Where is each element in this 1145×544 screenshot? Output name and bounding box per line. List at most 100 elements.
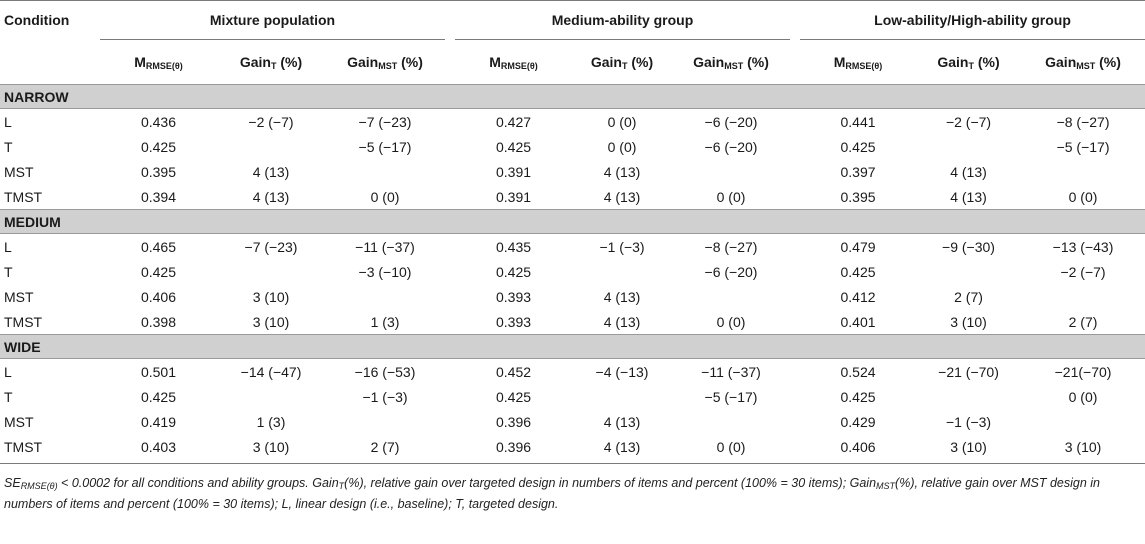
table-cell: 4 (13) bbox=[603, 288, 641, 305]
table-cell: 0.412 bbox=[840, 288, 876, 305]
table-cell: 4 (13) bbox=[603, 438, 641, 455]
table-cell: −6 (−20) bbox=[704, 138, 758, 155]
table-cell: 0.395 bbox=[840, 188, 876, 205]
table-cell: −21 (−70) bbox=[938, 363, 999, 380]
footnote-se: SE bbox=[4, 476, 21, 490]
table-cell: 3 (10) bbox=[252, 313, 290, 330]
footnote-part1: < 0.0002 for all conditions and ability … bbox=[57, 476, 339, 490]
table-cell: 0.425 bbox=[495, 263, 532, 280]
table-cell: 0.419 bbox=[140, 413, 177, 430]
table-cell: −6 (−20) bbox=[704, 113, 758, 130]
table-cell: −2 (−7) bbox=[1060, 263, 1106, 280]
table-cell: 0.393 bbox=[495, 313, 532, 330]
table-row: L 0.465 −7 (−23) −11 (−37) 0.435 −1 (−3) −8 (−… bbox=[0, 234, 1145, 260]
table-cell: −21(−70) bbox=[1054, 363, 1112, 380]
table-cell bbox=[572, 384, 672, 409]
table-cell: −2 (−7) bbox=[248, 113, 294, 130]
table-cell: 0.452 bbox=[495, 363, 532, 380]
group-header-lowhigh: Low-ability/High-ability group bbox=[800, 0, 1145, 40]
gain-t-header: GainT (%) bbox=[590, 53, 654, 71]
table-cell: 0.395 bbox=[140, 163, 177, 180]
footnote-part2-sub: MST bbox=[876, 481, 896, 491]
table-cell: 0.391 bbox=[495, 163, 532, 180]
table-cell: 0.479 bbox=[840, 238, 876, 255]
table-cell bbox=[1021, 284, 1145, 309]
table-cell bbox=[916, 134, 1021, 159]
table-cell bbox=[217, 259, 325, 284]
table-footnote: SERMSE(θ) < 0.0002 for all conditions an… bbox=[4, 474, 1138, 513]
table-cell: 0 (0) bbox=[607, 113, 637, 130]
table-cell: 4 (13) bbox=[252, 188, 290, 205]
table-cell bbox=[916, 259, 1021, 284]
table-cell: 0.391 bbox=[495, 188, 532, 205]
table-cell: −8 (−27) bbox=[704, 238, 758, 255]
table-cell bbox=[217, 384, 325, 409]
table-cell bbox=[325, 409, 445, 434]
table-row: T 0.425 −1 (−3) 0.425 −5 (−17) 0.425 0 (0) bbox=[0, 384, 1145, 409]
table-cell: 0.524 bbox=[840, 363, 876, 380]
table-cell: 0.435 bbox=[495, 238, 532, 255]
footnote-se-sub: RMSE(θ) bbox=[20, 481, 58, 491]
table-row: T 0.425 −3 (−10) 0.425 −6 (−20) 0.425 −2 (−7) bbox=[0, 259, 1145, 284]
table-cell: 0.425 bbox=[495, 138, 532, 155]
table-cell: 0.425 bbox=[140, 138, 177, 155]
table-cell: 1 (3) bbox=[256, 413, 286, 430]
table-cell: 0 (0) bbox=[716, 188, 746, 205]
table-cell: 0.436 bbox=[140, 113, 177, 130]
section-row: WIDE bbox=[0, 334, 1145, 359]
table-cell: 0.394 bbox=[140, 188, 177, 205]
table-cell: −16 (−53) bbox=[354, 363, 416, 380]
table-cell bbox=[325, 159, 445, 184]
gain-mst-header: GainMST (%) bbox=[347, 53, 423, 71]
table-cell: 0.427 bbox=[495, 113, 532, 130]
table-row: L 0.501 −14 (−47) −16 (−53) 0.452 −4 (−13) −11… bbox=[0, 359, 1145, 385]
table-cell: −9 (−30) bbox=[942, 238, 995, 255]
row-label: MST bbox=[4, 163, 34, 180]
table-cell: 4 (13) bbox=[950, 163, 987, 180]
table-cell: −1 (−3) bbox=[362, 388, 408, 405]
table-cell: 0.396 bbox=[495, 413, 532, 430]
condition-header: Condition bbox=[4, 12, 70, 29]
table-cell: −1 (−3) bbox=[599, 238, 645, 255]
group-header-medium: Medium-ability group bbox=[455, 0, 791, 40]
m-rmse-header: MRMSE(θ) bbox=[134, 53, 183, 71]
table-cell: 4 (13) bbox=[603, 163, 641, 180]
table-cell: 4 (13) bbox=[603, 313, 641, 330]
table-cell: 4 (13) bbox=[603, 188, 641, 205]
table-row: TMST 0.398 3 (10) 1 (3) 0.393 4 (13) 0 (0) 0.40… bbox=[0, 309, 1145, 335]
section-label: NARROW bbox=[0, 84, 1145, 109]
table-cell: 0.441 bbox=[840, 113, 876, 130]
table-cell: 3 (10) bbox=[1064, 438, 1102, 455]
table-cell: 1 (3) bbox=[370, 313, 400, 330]
table-cell bbox=[672, 284, 790, 309]
row-label: TMST bbox=[4, 438, 43, 455]
table-cell: 2 (7) bbox=[370, 438, 400, 455]
table-cell: 0.406 bbox=[140, 288, 177, 305]
table-cell: −7 (−23) bbox=[244, 238, 298, 255]
group-header-row: Condition Mixture population Medium-abil… bbox=[0, 0, 1145, 40]
footnote-part1-sub: T bbox=[338, 481, 345, 491]
table-cell bbox=[325, 284, 445, 309]
group-header-mixture: Mixture population bbox=[100, 0, 446, 40]
footnote-part3: (%), relative gain over MST design in nu… bbox=[4, 476, 1100, 511]
gain-mst-header: GainMST (%) bbox=[693, 53, 769, 71]
section-label: WIDE bbox=[0, 334, 1145, 359]
table-cell: 2 (7) bbox=[1068, 313, 1098, 330]
table-cell: 0.429 bbox=[840, 413, 876, 430]
m-rmse-header: MRMSE(θ) bbox=[833, 53, 883, 71]
table-cell: 3 (10) bbox=[252, 288, 290, 305]
table-cell: 0 (0) bbox=[716, 313, 746, 330]
section-row: MEDIUM bbox=[0, 209, 1145, 234]
row-label: L bbox=[4, 238, 12, 255]
table-cell: 0.425 bbox=[840, 263, 876, 280]
table-cell: −14 (−47) bbox=[240, 363, 302, 380]
table-cell bbox=[1021, 409, 1145, 434]
table-cell: 0.397 bbox=[840, 163, 876, 180]
table-cell: −11 (−37) bbox=[355, 238, 415, 255]
row-label: L bbox=[4, 363, 12, 380]
table-cell: 0.425 bbox=[140, 263, 177, 280]
results-table: Condition Mixture population Medium-abil… bbox=[0, 0, 1145, 464]
table-cell: 0.393 bbox=[495, 288, 532, 305]
table-cell: −7 (−23) bbox=[358, 113, 412, 130]
